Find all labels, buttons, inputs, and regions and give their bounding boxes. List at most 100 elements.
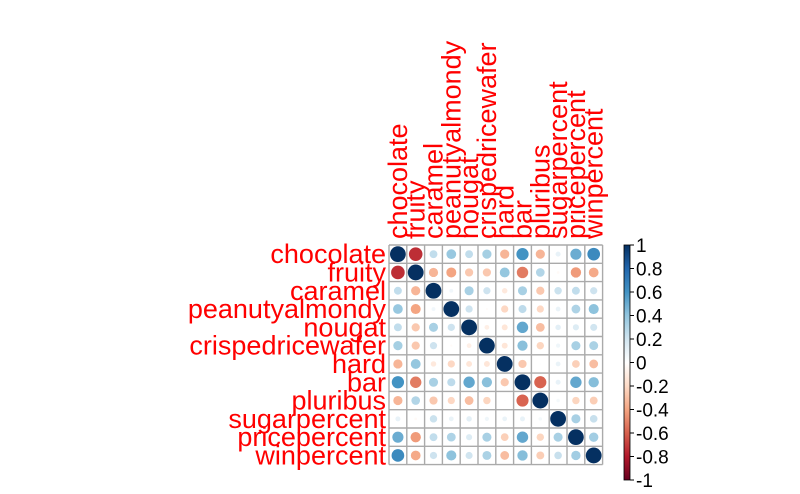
legend-tick-label: -0.4 <box>636 401 669 422</box>
row-label-bar: bar <box>347 367 386 397</box>
cell-peanutyalmondy-caramel <box>431 307 436 311</box>
cell-crispedricewafer-pricepercent <box>571 341 581 351</box>
cell-hard-nougat <box>466 360 473 367</box>
cell-crispedricewafer-bar <box>517 340 528 351</box>
col-label-crispedricewafer: crispedricewafer <box>472 42 502 239</box>
cell-chocolate-sugarpercent <box>555 251 561 257</box>
cell-pluribus-pluribus <box>532 392 549 409</box>
cell-pluribus-sugarpercent <box>556 398 560 403</box>
cell-peanutyalmondy-hard <box>501 305 509 313</box>
cell-nougat-fruity <box>411 323 420 332</box>
cell-pluribus-nougat <box>464 396 474 405</box>
cell-crispedricewafer-winpercent <box>589 341 599 351</box>
legend-tick-label: 0 <box>636 354 647 375</box>
cell-hard-caramel <box>430 361 437 367</box>
col-label-fruity: fruity <box>401 180 431 239</box>
cell-nougat-nougat <box>461 319 477 336</box>
col-label-peanutyalmondy: peanutyalmondy <box>436 40 466 239</box>
cell-hard-fruity <box>410 359 421 369</box>
cell-fruity-caramel <box>428 267 439 278</box>
cell-fruity-sugarpercent <box>556 271 560 274</box>
cell-fruity-hard <box>499 267 510 278</box>
cell-chocolate-chocolate <box>390 246 406 263</box>
cell-pricepercent-nougat <box>466 434 473 441</box>
cell-caramel-nougat <box>464 286 474 296</box>
column-labels: chocolatefruitycaramelpeanutyalmondynoug… <box>383 40 609 240</box>
cell-pricepercent-chocolate <box>392 431 404 443</box>
row-label-caramel: caramel <box>290 276 386 306</box>
cell-sugarpercent-chocolate <box>395 416 401 422</box>
cell-peanutyalmondy-bar <box>518 305 527 314</box>
cell-winpercent-pluribus <box>536 451 545 460</box>
cell-sugarpercent-caramel <box>429 415 438 423</box>
cell-caramel-sugarpercent <box>554 287 562 295</box>
cell-chocolate-caramel <box>429 250 438 259</box>
cell-pricepercent-caramel <box>429 433 438 442</box>
cell-fruity-pricepercent <box>570 267 582 278</box>
cell-pricepercent-bar <box>516 431 529 443</box>
cell-sugarpercent-pricepercent <box>571 414 581 424</box>
cell-hard-pricepercent <box>572 360 580 368</box>
cell-peanutyalmondy-pricepercent <box>571 304 581 314</box>
row-label-nougat: nougat <box>303 312 386 342</box>
cell-chocolate-hard <box>500 249 510 259</box>
legend-tick-label: 1 <box>636 236 647 257</box>
legend-tick-label: 0.8 <box>636 260 662 281</box>
cell-sugarpercent-sugarpercent <box>550 410 566 427</box>
cell-winpercent-fruity <box>410 450 421 461</box>
row-label-fruity: fruity <box>327 257 386 287</box>
cell-winpercent-hard <box>500 451 510 460</box>
cell-pricepercent-pluribus <box>536 433 545 441</box>
cell-caramel-winpercent <box>590 287 598 295</box>
cell-hard-pluribus <box>539 363 542 365</box>
cell-nougat-pluribus <box>535 322 545 332</box>
cell-hard-crispedricewafer <box>483 360 490 367</box>
cell-hard-winpercent <box>589 359 599 369</box>
cell-bar-pluribus <box>534 376 547 389</box>
cell-peanutyalmondy-nougat <box>465 305 473 313</box>
row-label-peanutyalmondy: peanutyalmondy <box>188 294 387 324</box>
cell-bar-bar <box>514 374 531 391</box>
row-label-pluribus: pluribus <box>291 386 386 416</box>
cell-fruity-crispedricewafer <box>482 268 492 277</box>
legend-tick-label: 0.6 <box>636 283 662 304</box>
cell-caramel-hard <box>501 288 508 294</box>
cell-chocolate-pluribus <box>535 249 545 259</box>
cell-caramel-pricepercent <box>571 286 580 295</box>
cell-winpercent-bar <box>517 450 528 461</box>
cell-sugarpercent-peanutyalmondy <box>448 416 454 422</box>
cell-nougat-bar <box>516 321 529 334</box>
col-label-sugarpercent: sugarpercent <box>543 81 573 239</box>
cell-pluribus-winpercent <box>589 396 598 405</box>
col-label-winpercent: winpercent <box>579 108 609 240</box>
cell-crispedricewafer-chocolate <box>393 341 403 351</box>
legend-color-bar <box>623 244 631 481</box>
row-label-chocolate: chocolate <box>270 239 386 269</box>
cell-caramel-crispedricewafer <box>483 287 491 295</box>
cell-caramel-caramel <box>425 282 442 299</box>
cell-peanutyalmondy-winpercent <box>588 303 599 315</box>
cell-winpercent-peanutyalmondy <box>446 450 457 461</box>
cell-pricepercent-hard <box>500 433 509 442</box>
col-label-pluribus: pluribus <box>525 144 555 239</box>
cell-peanutyalmondy-sugarpercent <box>555 306 561 312</box>
row-labels: chocolatefruitycaramelpeanutyalmondynoug… <box>188 239 387 470</box>
cell-caramel-chocolate <box>393 286 402 295</box>
legend-tick-label: -1 <box>636 471 653 492</box>
cell-bar-peanutyalmondy <box>447 378 456 387</box>
cell-pricepercent-winpercent <box>589 432 599 442</box>
cell-crispedricewafer-sugarpercent <box>556 343 561 348</box>
cell-chocolate-pricepercent <box>570 248 582 260</box>
cell-chocolate-peanutyalmondy <box>446 249 457 260</box>
legend-tick-label: -0.6 <box>636 424 669 445</box>
cell-chocolate-bar <box>516 248 529 261</box>
cell-fruity-peanutyalmondy <box>446 267 457 278</box>
cell-hard-peanutyalmondy <box>447 360 455 368</box>
cell-pricepercent-crispedricewafer <box>482 432 492 442</box>
cell-crispedricewafer-crispedricewafer <box>479 337 495 354</box>
cell-caramel-fruity <box>411 286 421 296</box>
cell-pricepercent-fruity <box>410 431 421 443</box>
cell-fruity-winpercent <box>588 267 599 278</box>
cell-nougat-winpercent <box>590 323 598 331</box>
